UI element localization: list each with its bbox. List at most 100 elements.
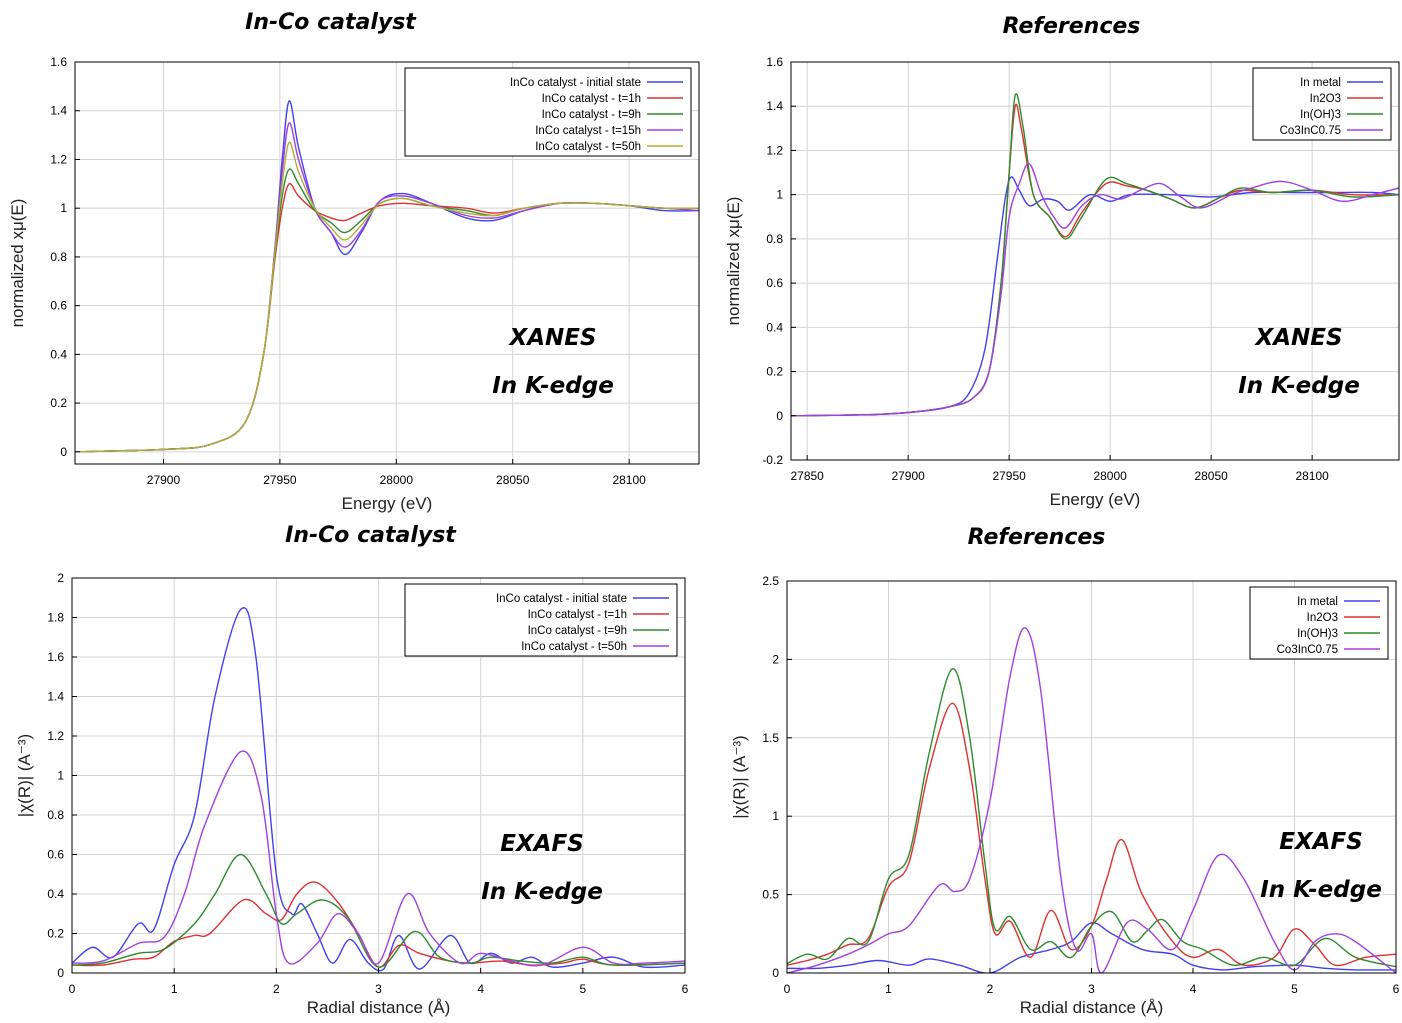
chart-svg: 0 1 2 3 4 5 6 0 0.2 0.4 0.6 0.8 1 1.2 1.4 1.6 1.8 2 Radial… [15,571,689,1017]
legend: InCo catalyst - initial state InCo cataly… [404,583,678,657]
series-line-4 [787,627,1396,973]
y-tick-label: 1.8 [47,611,64,625]
annotation-method: EXAFS [1279,829,1363,855]
legend: In metal In2O3 In(OH)3 Co3InC0.75 [1252,67,1392,141]
series-line-4 [72,750,685,967]
legend-label: In2O3 [1307,612,1338,624]
y-tick-label: 0 [57,966,64,980]
chart-title: In-Co catalyst [245,10,416,35]
legend-label: In metal [1300,77,1341,89]
panel-exafs-references: References 0 1 2 3 4 5 6 0 0.5 1 1.5 2 2.5 Radial dis… [701,515,1402,1023]
y-tick-label: 1 [60,201,67,215]
annotation-method: XANES [507,325,596,351]
y-tick-label: 1 [776,188,783,202]
y-tick-label: 1.6 [50,55,67,69]
y-tick-label: 0 [772,966,779,980]
x-tick-label: 27950 [263,473,297,487]
y-tick-label: 0 [60,445,67,459]
x-tick-label: 27850 [790,469,824,483]
legend-label: Co3InC0.75 [1277,644,1338,656]
y-tick-label: 1.4 [47,690,64,704]
legend-label: InCo catalyst - initial state [496,593,627,605]
x-tick-label: 5 [1291,982,1298,996]
y-tick-label: 0.8 [50,250,67,264]
x-axis-label: Radial distance (Å) [1020,998,1164,1017]
series-group [791,93,1399,417]
y-tick-label: 0.5 [762,888,779,902]
x-tick-label: 27900 [147,473,181,487]
x-axis-label: Energy (eV) [342,494,433,513]
x-tick-label: 5 [579,982,586,996]
panel-xanes-references: References 27850 27900 27950 28000 28050 2810… [701,0,1402,515]
legend-box [1252,67,1392,141]
x-tick-label: 1 [885,982,892,996]
x-tick-label: 3 [375,982,382,996]
annotation-method: XANES [1253,325,1342,351]
y-tick-label: 0.4 [47,887,64,901]
y-axis-label: |χ(R)| (A⁻³) [730,735,749,818]
chart-svg: 0 1 2 3 4 5 6 0 0.5 1 1.5 2 2.5 Radial distance (Å) |χ… [730,574,1400,1017]
y-axis-label: |χ(R)| (A⁻³) [15,734,34,817]
chart-title: References [1002,14,1141,39]
series-group [787,627,1396,973]
chart-title: References [967,525,1106,550]
x-tick-label: 28100 [612,473,646,487]
x-tick-label: 6 [1393,982,1400,996]
y-tick-label: 0.6 [766,276,783,290]
series-line-4 [791,162,1399,417]
series-line-1 [791,176,1399,417]
annotation-edge: In K-edge [1260,877,1382,903]
plot-frame [790,61,1400,461]
y-tick-label: 0.2 [50,396,67,410]
y-tick-label: 1.6 [766,55,783,69]
y-tick-label: 1.2 [766,143,783,157]
legend-label: InCo catalyst - t=9h [528,625,627,637]
y-tick-label: 0.2 [47,927,64,941]
x-tick-label: 28000 [1093,469,1127,483]
x-tick-label: 0 [784,982,791,996]
x-tick-label: 27900 [891,469,925,483]
y-tick-label: 0.6 [50,299,67,313]
plot-frame [74,61,700,465]
legend: In metal In2O3 In(OH)3 Co3InC0.75 [1249,586,1389,660]
legend-label: In metal [1297,596,1338,608]
annotation-method: EXAFS [500,831,584,857]
annotation-edge: In K-edge [492,373,614,399]
y-tick-label: 2 [772,652,779,666]
chart-svg: 27900 27950 28000 28050 28100 0 0.2 0.4 0.6 0.8 1 1… [8,55,700,513]
series-group [75,100,699,453]
series-group [72,607,685,972]
y-tick-label: 0.8 [47,808,64,822]
y-tick-label: 1.4 [50,104,67,118]
legend-box [404,67,692,157]
x-tick-label: 2 [987,982,994,996]
legend-box [404,583,678,657]
y-tick-label: 2 [57,571,64,585]
series-line-2 [787,702,1396,967]
legend-label: InCo catalyst - initial state [510,77,641,89]
x-tick-label: 27950 [992,469,1026,483]
legend-label: InCo catalyst - t=50h [521,641,627,653]
legend: InCo catalyst - initial state InCo cataly… [404,67,692,157]
legend-label: InCo catalyst - t=15h [535,125,641,137]
y-axis-label: normalized xμ(E) [724,197,743,326]
series-line-3 [72,853,685,968]
legend-label: InCo catalyst - t=9h [542,109,641,121]
y-tick-label: 2.5 [762,574,779,588]
legend-label: InCo catalyst - t=1h [542,93,641,105]
x-axis-label: Radial distance (Å) [307,998,451,1017]
y-tick-label: 0.4 [50,347,67,361]
panel-exafs-catalyst: In-Co catalyst 0 1 2 3 4 5 6 0 0.2 0.4 0.6 0.8 1 1.2 1… [0,515,701,1023]
panel-xanes-catalyst: In-Co catalyst 27900 27950 28000 28050 28100… [0,0,701,515]
x-tick-label: 4 [477,982,484,996]
legend-label: InCo catalyst - t=1h [528,609,627,621]
legend-label: Co3InC0.75 [1280,125,1341,137]
legend-label: In(OH)3 [1300,109,1341,121]
x-tick-label: 0 [69,982,76,996]
chart-title: In-Co catalyst [285,523,456,548]
y-axis-label: normalized xμ(E) [8,199,27,328]
y-tick-label: 1 [57,769,64,783]
x-tick-label: 2 [273,982,280,996]
y-tick-label: 0.2 [766,365,783,379]
y-tick-label: 1 [772,809,779,823]
